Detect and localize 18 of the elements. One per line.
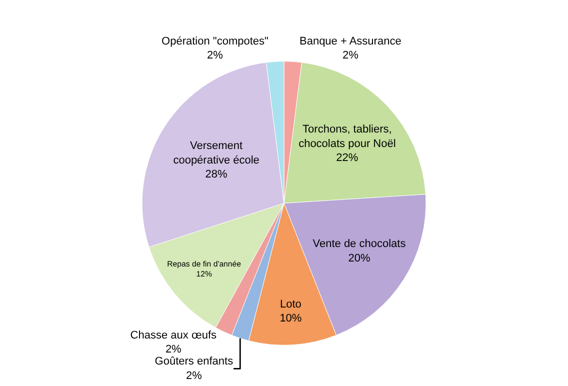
slice-label: Vente de chocolats [312,238,406,250]
slice-label: Loto [280,298,302,310]
slice-label: Repas de fin d'année [167,259,242,268]
data-label: 22% [336,152,358,164]
slice-label: Goûters enfants [154,356,234,368]
data-label: 12% [196,270,212,279]
data-label: 28% [205,168,228,181]
data-label: 2% [342,50,359,62]
data-label: 2% [207,50,224,62]
data-label: 2% [186,370,202,382]
data-label: 10% [280,312,302,325]
slice-label: Versement coopérative école [173,140,260,166]
slice-label: Opération "compotes" [162,35,269,48]
data-label: 2% [165,344,182,356]
data-label: 20% [348,252,370,264]
slice-label: Banque + Assurance [299,35,402,48]
slice-label: Torchons, tabliers, chocolats pour Noël [298,124,396,150]
slice-label: Chasse aux œufs [130,329,217,342]
